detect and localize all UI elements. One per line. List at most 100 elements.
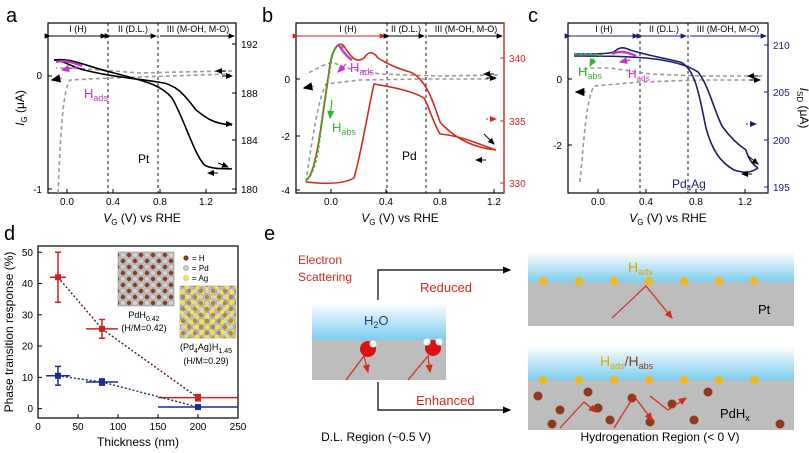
dl-region-slab: H2O (312, 302, 446, 381)
panel-a: a I (H) II (D.L.) III (M-OH, M-O) 0 -1 1… (6, 5, 258, 227)
region-label: II (D.L.) (118, 24, 148, 34)
pd-series (305, 43, 497, 184)
branch-arrow-reduced (377, 266, 512, 300)
h-ads-label: Hads (628, 259, 653, 277)
tick-label: 20 (22, 342, 34, 353)
panel-c: c I (H) II (D.L.) III (M-OH, M-O) 0 -2 2… (528, 5, 809, 227)
x-ticks: 0 50 100 150 200 250 (35, 414, 247, 433)
data-point (99, 379, 105, 386)
metal-label: PdHx (720, 406, 750, 423)
direction-arrow (337, 63, 347, 73)
direction-arrow (747, 155, 759, 165)
tick-label: 180 (241, 185, 258, 196)
pdhx-slab: Hads/Habs PdHx (528, 346, 794, 430)
h-abs-highlight (305, 43, 344, 181)
direction-arrow (60, 65, 79, 73)
water-layer (312, 302, 446, 340)
direction-arrow (50, 74, 63, 83)
h-ads-highlight (55, 60, 83, 68)
panel-e: e Electron Scattering H2O D.L. Region (~… (264, 223, 794, 444)
h-lattice (118, 252, 174, 306)
annotation-h-ads: Hads (84, 86, 108, 103)
material-label: Pd (402, 149, 417, 163)
tick-label: 0.4 (379, 197, 393, 208)
dl-region-caption: D.L. Region (~0.5 V) (321, 430, 431, 444)
panel-b: b I (H) II (D.L.) III (M-OH, M-O) 0 -2 -… (262, 5, 526, 227)
pdag-series (573, 47, 759, 173)
y-axis-label: IG (μA) (13, 90, 29, 126)
pdh-lattice-inset: PdH0.42 (H/M=0.42) (117, 251, 175, 333)
water-molecule-icon (360, 340, 377, 357)
region-label: III (M-OH, M-O) (167, 24, 230, 34)
tick-label: 0 (36, 71, 42, 82)
right-y-ticks: 340 335 330 (500, 54, 526, 190)
panel-d: d 0 10 20 30 40 50 0 50 100 150 200 250 Thickness … (2, 223, 247, 449)
panel-letter: d (4, 223, 15, 245)
tick-label: -2 (281, 132, 290, 143)
h-atom-icon (183, 255, 189, 261)
right-y-ticks: 210 205 200 195 (764, 41, 790, 194)
h-ads-highlight (611, 50, 637, 58)
ag-atom-icon (183, 275, 189, 281)
series-reverse (305, 83, 497, 184)
tick-label: 0 (284, 75, 290, 86)
tick-label: -2 (553, 141, 562, 152)
tick-label: 0.8 (153, 197, 167, 208)
annotation-h-abs: Habs (578, 64, 602, 81)
tick-label: 188 (241, 89, 258, 100)
lattice-ratio: (H/M=0.29) (183, 356, 228, 366)
tick-label: 200 (773, 136, 790, 147)
annotation-h-ads: Hads (628, 67, 650, 83)
electron-path (345, 354, 370, 381)
electron-path (613, 394, 653, 429)
x-ticks: 0.0 0.4 0.8 1.2 (591, 189, 752, 208)
x-axis-label: VG (V) vs RHE (629, 211, 707, 227)
plot-frame (567, 22, 769, 194)
gate-current-curve (579, 67, 762, 77)
material-label: Pd4Ag (672, 177, 706, 193)
annotation-h-ads: Hads (350, 60, 374, 77)
annotation-h-abs: Habs (332, 120, 356, 137)
metal-label: Pt (758, 302, 771, 317)
water-layer (528, 252, 794, 282)
direction-arrow (217, 161, 229, 168)
electron-path (559, 401, 597, 429)
x-axis-label: VG (V) vs RHE (361, 211, 439, 227)
x-axis-label: Thickness (nm) (97, 435, 179, 449)
panel-letter: c (528, 5, 538, 27)
series-reverse (53, 59, 233, 126)
direction-arrow (589, 57, 597, 68)
plot-frame (295, 22, 505, 194)
direction-arrow (618, 57, 631, 65)
data-point (55, 274, 61, 281)
lattice-ratio: (H/M=0.42) (121, 323, 166, 333)
left-y-ticks: 0 -1 (33, 71, 52, 196)
data-point (99, 325, 105, 332)
tick-label: 184 (241, 136, 258, 147)
plot-frame (47, 22, 237, 194)
tick-label: 210 (773, 41, 790, 52)
electron-scattering-label: Electron (298, 253, 342, 267)
gate-current-curve (57, 73, 231, 194)
tick-label: 40 (22, 279, 34, 290)
panel-letter: b (262, 5, 273, 27)
region-label: I (H) (595, 24, 613, 34)
branch-arrow-enhanced (377, 382, 512, 414)
tick-label: 50 (22, 248, 34, 259)
right-y-ticks: 192 188 184 180 (232, 40, 258, 196)
region-label: I (H) (339, 24, 357, 34)
tick-label: 0.8 (433, 197, 447, 208)
direction-arrow (327, 99, 335, 120)
tick-label: 50 (72, 422, 84, 433)
adsorbed-h-atoms (539, 277, 758, 285)
tick-label: 1.2 (199, 197, 213, 208)
left-y-ticks: 0 -2 -4 (281, 75, 300, 197)
series-forward (53, 58, 233, 170)
right-y-axis-label: ISD (μA) (795, 88, 809, 129)
lattice-label: (Pd4Ag)H1.45 (180, 342, 232, 355)
tick-label: 205 (773, 88, 790, 99)
region-label: II (D.L.) (649, 24, 679, 34)
scatter-series (46, 251, 238, 411)
water-layer (528, 346, 794, 380)
